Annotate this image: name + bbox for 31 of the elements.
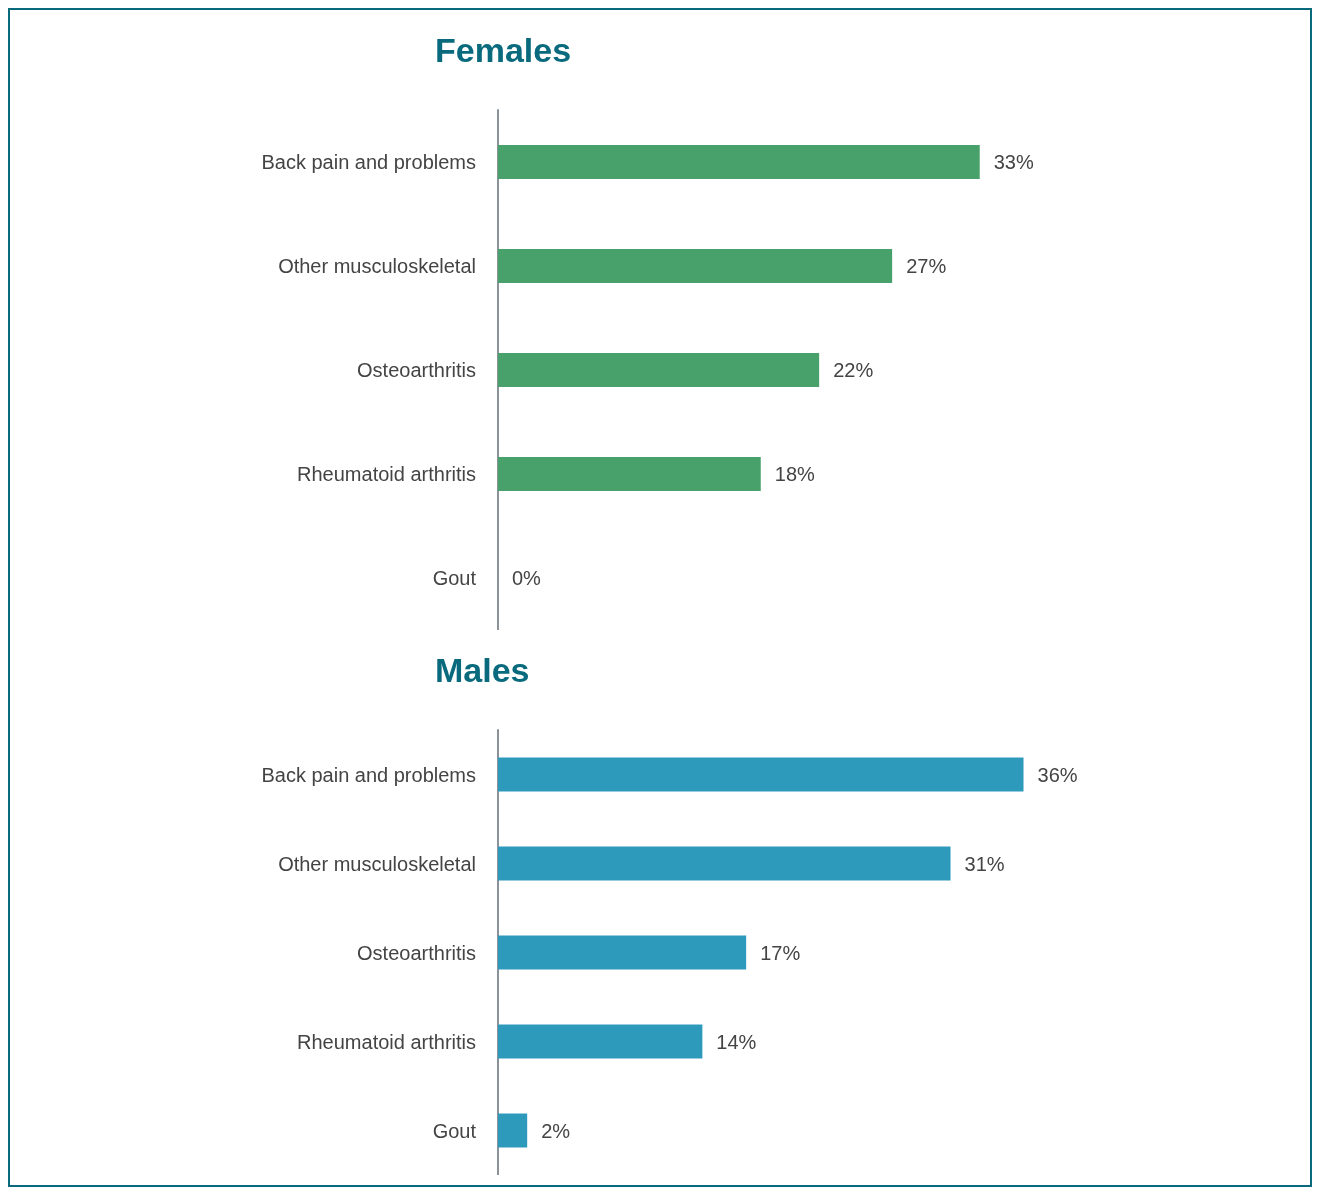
data-label: 31% [964,852,1005,875]
data-label: 36% [1037,763,1078,786]
y-tick-label: Other musculoskeletal [278,852,476,875]
data-label: 18% [774,463,815,485]
bar [498,145,980,179]
data-label: 33% [993,151,1034,173]
bar [498,1024,703,1059]
data-label: 17% [760,941,801,964]
y-tick-label: Back pain and problems [261,763,476,786]
y-tick-label: Rheumatoid arthritis [297,1030,476,1053]
y-tick-label: Osteoarthritis [357,941,476,964]
y-tick-label: Back pain and problems [261,151,476,173]
data-label: 0% [512,567,542,589]
data-label: 27% [906,255,947,277]
y-tick-label: Gout [432,567,477,589]
y-tick-label: Osteoarthritis [357,359,476,381]
bar [498,457,761,491]
y-tick-label: Other musculoskeletal [278,255,476,277]
bar [498,935,747,970]
bar [498,846,951,881]
bar [498,1113,528,1148]
data-label: 22% [833,359,874,381]
chart-title: Males [435,651,530,689]
data-label: 2% [541,1119,571,1142]
y-tick-label: Rheumatoid arthritis [297,463,476,485]
bar [498,353,820,387]
bar [498,249,893,283]
data-label: 14% [716,1030,757,1053]
bar [498,757,1024,792]
y-tick-label: Gout [432,1119,477,1142]
chart-title: Females [435,31,572,69]
